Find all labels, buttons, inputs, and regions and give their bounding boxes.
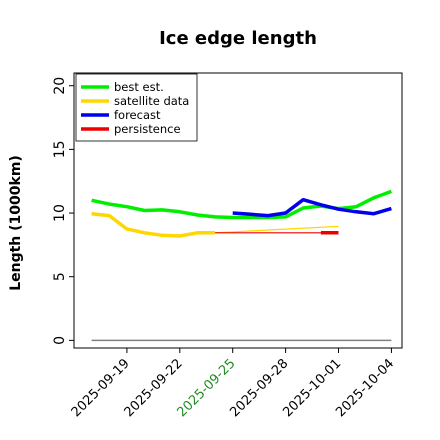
y-tick-label: 0: [52, 336, 68, 345]
plot-frame: [73, 72, 403, 349]
chart-title: Ice edge length: [159, 28, 317, 49]
legend: best est.satellite dataforecastpersisten…: [75, 73, 198, 142]
legend-label: best est.: [114, 80, 164, 94]
legend-label: satellite data: [114, 94, 189, 108]
y-tick-label: 15: [52, 140, 68, 158]
legend-label: persistence: [114, 122, 181, 136]
y-tick-label: 10: [52, 204, 68, 222]
series-satellite-data-extension: [215, 225, 339, 234]
series-forecast-line: [232, 197, 392, 218]
series-satellite-data-line: [91, 211, 216, 238]
legend-label: forecast: [114, 108, 161, 122]
y-tick-label: 5: [52, 272, 68, 281]
y-tick-label: 20: [52, 77, 68, 95]
y-axis-label: Length (1000km): [8, 155, 24, 291]
